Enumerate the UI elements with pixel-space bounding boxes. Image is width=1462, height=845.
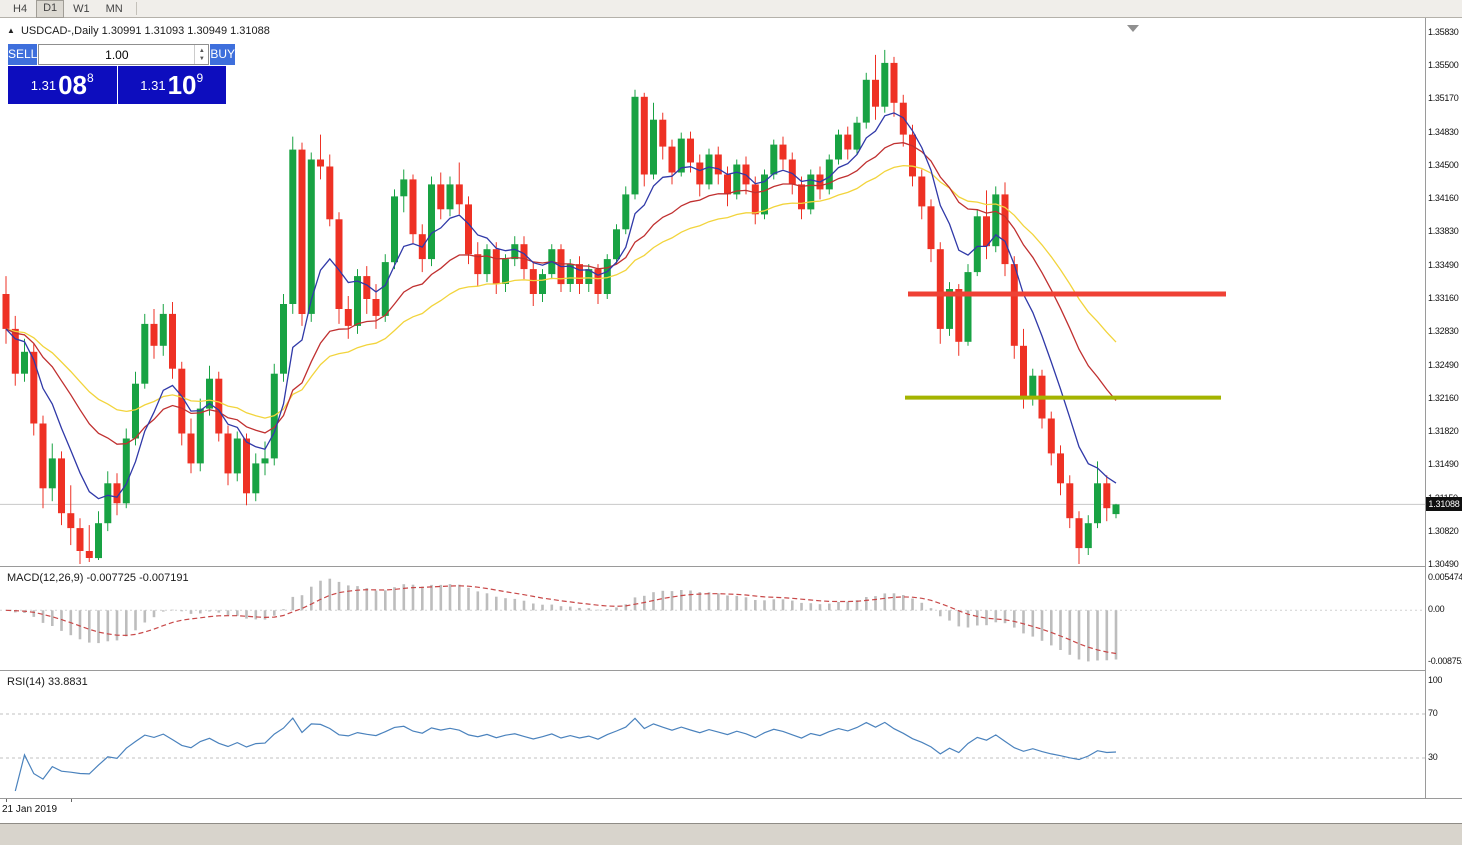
rsi-scale-label: 100	[1428, 675, 1443, 685]
price-scale-label: 1.32830	[1428, 325, 1459, 336]
timeframe-button-w1[interactable]: W1	[73, 2, 90, 15]
price-scale-label: 1.31820	[1428, 426, 1459, 437]
macd-label: MACD(12,26,9) -0.007725 -0.007191	[7, 572, 189, 584]
price-scale-label: 1.34500	[1428, 159, 1459, 170]
price-scale-label: 1.33490	[1428, 260, 1459, 271]
buy-price-big: 10	[167, 70, 197, 100]
price-scale-label: 1.30490	[1428, 559, 1459, 569]
sell-price-button[interactable]: 1.31 08 8	[8, 66, 117, 104]
buy-price-button[interactable]: 1.31 10 9	[117, 66, 226, 104]
price-scale[interactable]: 1.35830 1.35500 1.35170 1.34830 1.34500 1.341…	[1425, 18, 1462, 798]
timeframe-toolbar: H4 D1 W1 MN	[0, 0, 1462, 18]
price-scale-label: 1.35170	[1428, 92, 1459, 103]
main-chart-pane: ▲ USDCAD-,Daily 1.30991 1.31093 1.30949 …	[0, 18, 1425, 566]
volume-field: ▲ ▼	[38, 44, 210, 65]
tick-up-icon: ▲	[7, 26, 15, 35]
price-scale-label: 1.33160	[1428, 293, 1459, 303]
date-label: 21 Jan 2019	[2, 804, 58, 815]
price-scale-label: 1.35830	[1428, 27, 1459, 37]
time-axis[interactable]: 21 Jan 2019	[0, 798, 1462, 823]
date-tick	[71, 799, 72, 802]
macd-signal-line	[5, 585, 1117, 655]
price-scale-label: 1.34830	[1428, 126, 1459, 137]
ma-slow-line	[5, 164, 1117, 419]
sell-price-sup: 8	[87, 71, 94, 85]
rsi-line	[14, 717, 1117, 792]
timeframe-button-mn[interactable]: MN	[105, 2, 123, 15]
macd-histogram	[14, 578, 1118, 662]
macd-pane: MACD(12,26,9) -0.007725 -0.007191	[0, 566, 1425, 670]
date-tick	[6, 799, 7, 802]
timeframe-button-d1[interactable]: D1	[36, 0, 65, 18]
stepper-up-icon[interactable]: ▲	[198, 47, 205, 54]
buy-price-prefix: 1.31	[140, 77, 166, 93]
rsi-pane: RSI(14) 33.8831	[0, 670, 1425, 798]
macd-scale-label: 0.00	[1428, 604, 1445, 615]
candles	[2, 49, 1120, 564]
chart-shift-marker[interactable]	[1127, 25, 1139, 32]
price-scale-label: 1.34160	[1428, 193, 1459, 204]
toolbar-divider	[135, 2, 137, 15]
macd-scale-label: 0.005474	[1428, 572, 1462, 582]
rsi-scale-label: 30	[1428, 752, 1438, 762]
volume-stepper[interactable]: ▲ ▼	[194, 45, 208, 64]
buy-price-sup: 9	[196, 71, 204, 85]
sell-price-big: 08	[58, 70, 88, 100]
volume-input[interactable]	[39, 45, 195, 64]
buy-button[interactable]: BUY	[210, 44, 236, 65]
price-scale-label: 1.32490	[1428, 359, 1459, 370]
rsi-scale-label: 70	[1428, 708, 1438, 718]
chart-title-ohlc: 1.30991 1.31093 1.30949 1.31088	[101, 25, 270, 37]
candlestick-chart[interactable]	[0, 18, 1425, 566]
stepper-down-icon[interactable]: ▼	[198, 55, 205, 62]
chart-title: ▲ USDCAD-,Daily 1.30991 1.31093 1.30949 …	[7, 25, 270, 37]
sell-price-prefix: 1.31	[30, 77, 57, 93]
price-scale-label: 1.31490	[1428, 459, 1459, 470]
current-price-tag: 1.31088	[1426, 497, 1462, 511]
ma-fast-line	[5, 112, 1117, 500]
macd-chart[interactable]	[0, 567, 1425, 671]
timeframe-button-h4[interactable]: H4	[13, 2, 28, 15]
price-scale-label: 1.33830	[1428, 226, 1459, 237]
price-scale-label: 1.30820	[1428, 526, 1459, 537]
ma-mid-line	[5, 142, 1117, 445]
chart-title-symbol: USDCAD-,Daily	[20, 25, 99, 37]
price-scale-label: 1.32160	[1428, 392, 1459, 403]
price-scale-label: 1.35500	[1428, 59, 1459, 70]
rsi-label: RSI(14) 33.8831	[7, 676, 88, 688]
rsi-chart[interactable]	[0, 671, 1425, 799]
sell-button[interactable]: SELL	[8, 44, 38, 65]
chart-tab-bar	[0, 823, 1462, 845]
macd-scale-label: -0.008752	[1428, 656, 1462, 666]
